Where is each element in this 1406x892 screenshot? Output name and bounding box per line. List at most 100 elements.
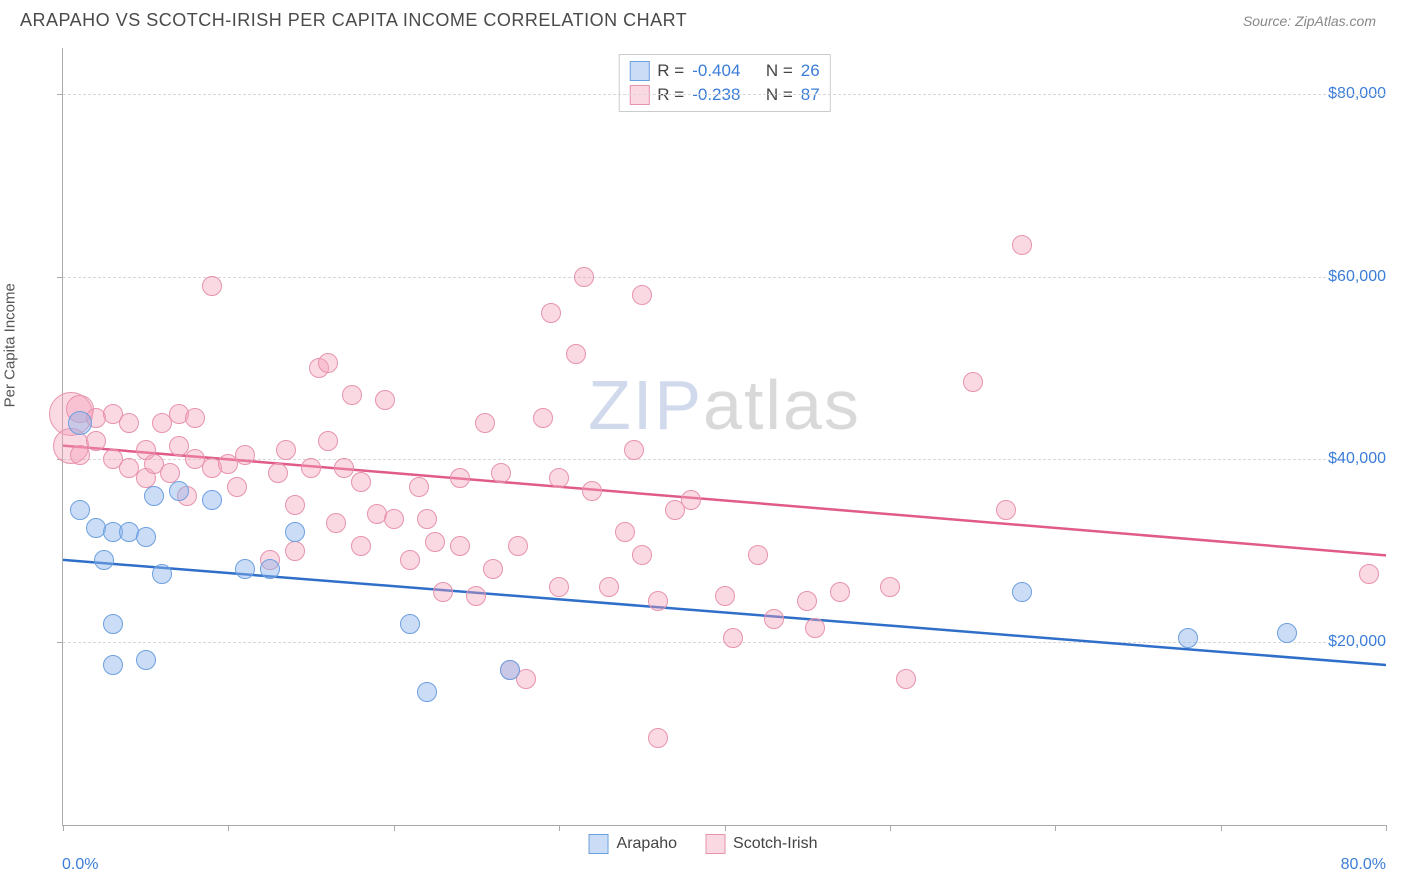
scatter-point <box>103 614 123 634</box>
scatter-point <box>235 445 255 465</box>
scatter-point <box>500 660 520 680</box>
scatter-point <box>549 468 569 488</box>
scatter-point <box>94 550 114 570</box>
scatter-point <box>632 285 652 305</box>
scatter-point <box>491 463 511 483</box>
scatter-point <box>632 545 652 565</box>
scatter-point <box>723 628 743 648</box>
trendlines-svg <box>63 48 1386 825</box>
x-tick <box>890 825 891 831</box>
stats-row-scotchirish: R = -0.238 N = 87 <box>629 83 819 107</box>
scatter-point <box>1359 564 1379 584</box>
scatter-point <box>549 577 569 597</box>
x-tick <box>559 825 560 831</box>
n-label: N = <box>766 85 793 105</box>
source-name: ZipAtlas.com <box>1295 13 1376 29</box>
scatter-point <box>433 582 453 602</box>
legend-swatch-scotchirish <box>705 834 725 854</box>
r-label: R = <box>657 85 684 105</box>
x-tick <box>228 825 229 831</box>
r-value-arapaho: -0.404 <box>692 61 740 81</box>
scatter-point <box>227 477 247 497</box>
scatter-point <box>880 577 900 597</box>
legend-label-scotchirish: Scotch-Irish <box>733 835 817 853</box>
scatter-point <box>136 527 156 547</box>
swatch-scotchirish <box>629 85 649 105</box>
scatter-point <box>342 385 362 405</box>
scatter-point <box>260 559 280 579</box>
scatter-point <box>70 500 90 520</box>
scatter-point <box>202 276 222 296</box>
legend-label-arapaho: Arapaho <box>617 835 678 853</box>
scatter-point <box>508 536 528 556</box>
scatter-point <box>384 509 404 529</box>
scatter-point <box>351 472 371 492</box>
scatter-point <box>326 513 346 533</box>
chart-container: Per Capita Income ZIPatlas R = -0.404 N … <box>20 48 1386 874</box>
y-tick-label: $60,000 <box>1326 268 1388 286</box>
scatter-point <box>285 495 305 515</box>
scatter-point <box>425 532 445 552</box>
scatter-point <box>574 267 594 287</box>
scatter-point <box>285 522 305 542</box>
scatter-point <box>375 390 395 410</box>
scatter-point <box>169 436 189 456</box>
x-min-label: 0.0% <box>62 856 98 874</box>
scatter-point <box>185 408 205 428</box>
scatter-point <box>450 536 470 556</box>
x-max-label: 80.0% <box>1341 856 1386 874</box>
legend-swatch-arapaho <box>589 834 609 854</box>
y-axis-label: Per Capita Income <box>2 283 19 407</box>
scatter-point <box>963 372 983 392</box>
scatter-point <box>68 411 92 435</box>
y-tick <box>57 277 63 278</box>
watermark-brand-b: atlas <box>703 366 861 444</box>
x-tick <box>63 825 64 831</box>
scatter-point <box>624 440 644 460</box>
gridline <box>63 459 1386 460</box>
scatter-point <box>599 577 619 597</box>
scatter-point <box>351 536 371 556</box>
scatter-point <box>103 655 123 675</box>
y-tick-label: $20,000 <box>1326 633 1388 651</box>
n-value-scotchirish: 87 <box>801 85 820 105</box>
x-tick <box>1386 825 1387 831</box>
x-tick <box>725 825 726 831</box>
scatter-point <box>797 591 817 611</box>
scatter-point <box>400 550 420 570</box>
legend-item-scotchirish: Scotch-Irish <box>705 834 817 854</box>
gridline <box>63 277 1386 278</box>
scatter-point <box>268 463 288 483</box>
y-tick-label: $40,000 <box>1326 450 1388 468</box>
source-label: Source: <box>1243 13 1295 29</box>
trendline-scotch-irish <box>63 446 1386 556</box>
scatter-point <box>896 669 916 689</box>
scatter-point <box>417 682 437 702</box>
stats-legend: R = -0.404 N = 26 R = -0.238 N = 87 <box>618 54 830 112</box>
scatter-point <box>648 591 668 611</box>
scatter-point <box>648 728 668 748</box>
scatter-point <box>301 458 321 478</box>
scatter-point <box>318 353 338 373</box>
scatter-point <box>334 458 354 478</box>
scatter-point <box>86 431 106 451</box>
bottom-legend: Arapaho Scotch-Irish <box>589 834 818 854</box>
scatter-point <box>566 344 586 364</box>
scatter-point <box>202 490 222 510</box>
chart-title: ARAPAHO VS SCOTCH-IRISH PER CAPITA INCOM… <box>20 10 687 31</box>
scatter-point <box>533 408 553 428</box>
scatter-point <box>681 490 701 510</box>
r-value-scotchirish: -0.238 <box>692 85 740 105</box>
swatch-arapaho <box>629 61 649 81</box>
x-tick <box>1221 825 1222 831</box>
n-value-arapaho: 26 <box>801 61 820 81</box>
scatter-point <box>285 541 305 561</box>
scatter-point <box>1012 235 1032 255</box>
scatter-point <box>475 413 495 433</box>
scatter-point <box>417 509 437 529</box>
watermark: ZIPatlas <box>588 365 861 445</box>
scatter-point <box>615 522 635 542</box>
scatter-point <box>466 586 486 606</box>
scatter-point <box>450 468 470 488</box>
scatter-point <box>119 413 139 433</box>
